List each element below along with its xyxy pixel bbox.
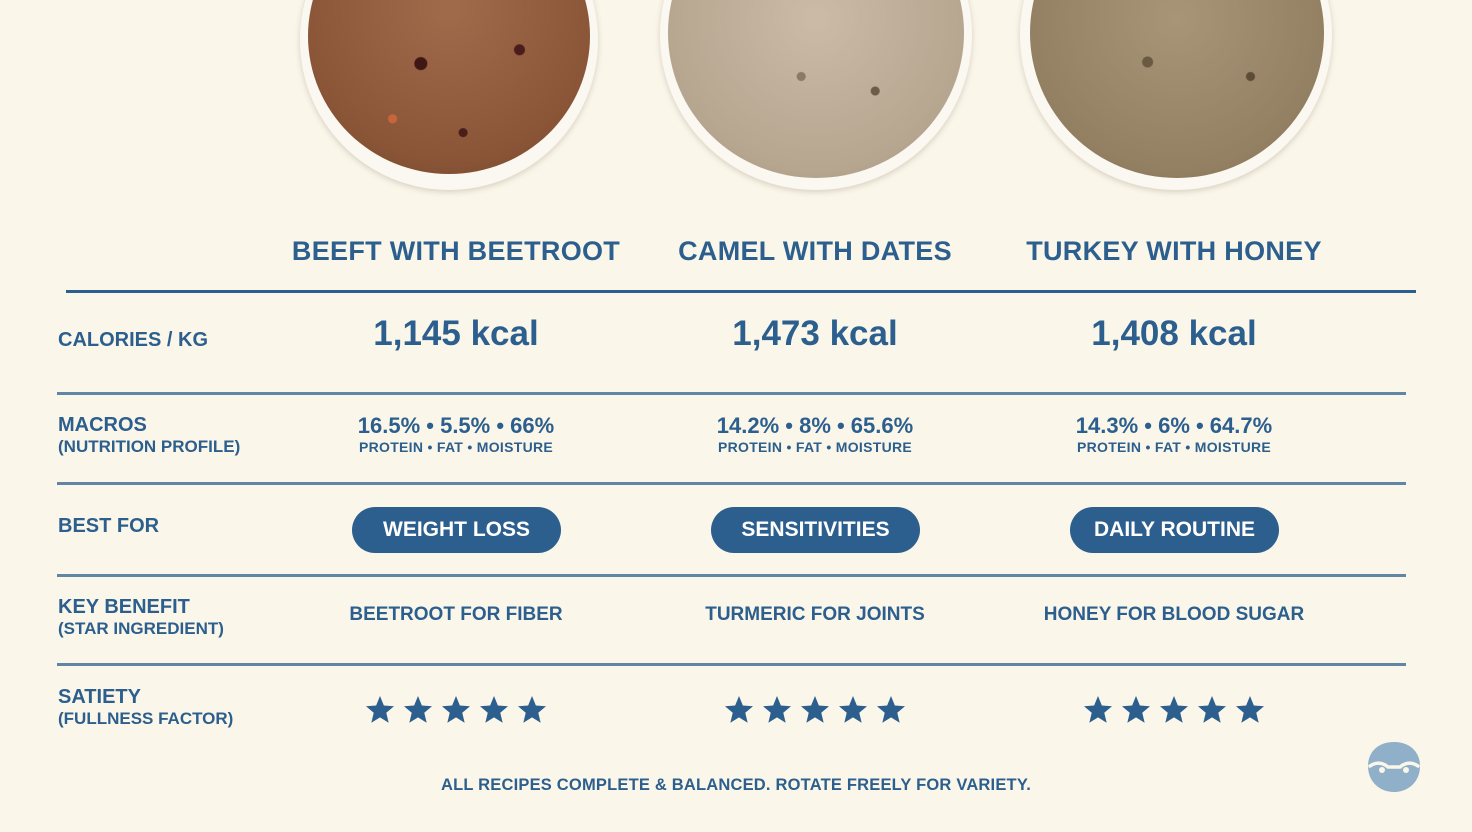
macros-labels-camel: PROTEIN • FAT • MOISTURE: [717, 439, 913, 455]
bowl-image-turkey: [1020, 0, 1332, 190]
star-icon: [1198, 696, 1226, 723]
star-icon: [480, 696, 508, 723]
row-label-key-benefit-sub: (STAR INGREDIENT): [58, 619, 224, 638]
satiety-rating-camel: [635, 694, 995, 726]
macros-labels-beef: PROTEIN • FAT • MOISTURE: [358, 439, 554, 455]
row-label-satiety-sub: (FULLNESS FACTOR): [58, 709, 234, 728]
star-icon: [1160, 696, 1188, 723]
key-benefit-turkey: HONEY FOR BLOOD SUGAR: [1043, 604, 1305, 625]
calories-value-turkey: 1,408 kcal: [1091, 314, 1257, 353]
brand-logo-icon: [1368, 742, 1420, 792]
best-for-badge-beef: WEIGHT LOSS: [352, 507, 561, 553]
macros-values-camel: 14.2% • 8% • 65.6%: [716, 413, 914, 438]
calories-value-camel: 1,473 kcal: [732, 314, 898, 353]
row-label-satiety: SATIETY (FULLNESS FACTOR): [58, 686, 233, 730]
macros-beef: 16.5% • 5.5% • 66% PROTEIN • FAT • MOIST…: [276, 413, 636, 455]
calories-value-beef: 1,145 kcal: [373, 314, 539, 353]
bowl-image-beef: [300, 0, 598, 190]
row-label-macros-text: MACROS: [58, 414, 147, 436]
satiety-rating-beef: [276, 694, 636, 726]
row-label-satiety-text: SATIETY: [58, 686, 141, 708]
row-label-calories: CALORIES / KG: [58, 329, 208, 351]
row-divider: [57, 392, 1406, 395]
key-benefit-camel: TURMERIC FOR JOINTS: [705, 604, 925, 625]
recipe-title-camel: CAMEL WITH DATES: [678, 236, 952, 266]
star-icon: [839, 696, 867, 723]
key-benefit-beef: BEETROOT FOR FIBER: [349, 604, 563, 625]
macros-turkey: 14.3% • 6% • 64.7% PROTEIN • FAT • MOIST…: [994, 413, 1354, 455]
star-icon: [877, 696, 905, 723]
best-for-badge-camel: SENSITIVITIES: [711, 507, 920, 553]
macros-labels-turkey: PROTEIN • FAT • MOISTURE: [1076, 439, 1272, 455]
star-icon: [763, 696, 791, 723]
star-icon: [801, 696, 829, 723]
macros-camel: 14.2% • 8% • 65.6% PROTEIN • FAT • MOIST…: [635, 413, 995, 455]
recipe-title-beef: BEEFT WITH BEETROOT: [291, 236, 621, 266]
star-icon: [1236, 696, 1264, 723]
row-divider: [57, 574, 1406, 577]
star-icon: [404, 696, 432, 723]
row-label-best-for: BEST FOR: [58, 515, 159, 537]
row-divider: [57, 482, 1406, 485]
star-icon: [725, 696, 753, 723]
row-label-key-benefit: KEY BENEFIT (STAR INGREDIENT): [58, 596, 224, 640]
row-label-macros: MACROS (NUTRITION PROFILE): [58, 414, 240, 458]
footer-note: ALL RECIPES COMPLETE & BALANCED. ROTATE …: [441, 776, 1031, 794]
star-icon: [442, 696, 470, 723]
bowl-image-camel: [660, 0, 972, 190]
best-for-badge-turkey: DAILY ROUTINE: [1070, 507, 1279, 553]
star-icon: [518, 696, 546, 723]
row-label-calories-text: CALORIES / KG: [58, 329, 209, 351]
star-icon: [366, 696, 394, 723]
recipe-title-turkey: TURKEY WITH HONEY: [1026, 236, 1322, 266]
macros-values-beef: 16.5% • 5.5% • 66%: [357, 413, 555, 438]
header-divider: [66, 290, 1416, 293]
star-icon: [1084, 696, 1112, 723]
row-divider: [57, 663, 1406, 666]
row-label-macros-sub: (NUTRITION PROFILE): [58, 437, 241, 456]
star-icon: [1122, 696, 1150, 723]
row-label-best-for-text: BEST FOR: [58, 515, 160, 537]
satiety-rating-turkey: [994, 694, 1354, 726]
row-label-key-benefit-text: KEY BENEFIT: [58, 596, 190, 618]
macros-values-turkey: 14.3% • 6% • 64.7%: [1075, 413, 1273, 438]
